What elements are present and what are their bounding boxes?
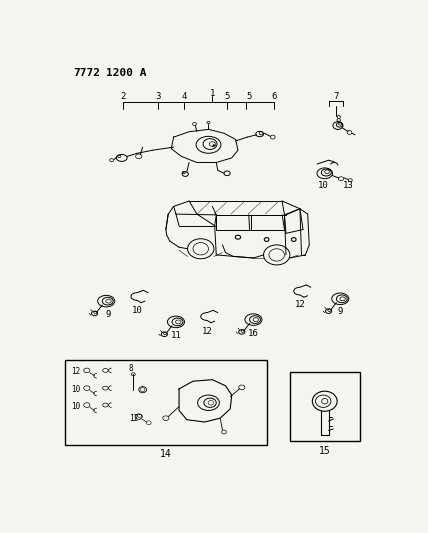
Text: 4: 4 [181,92,186,101]
Text: 5: 5 [224,92,230,101]
Text: 15: 15 [319,446,330,456]
Text: 13: 13 [343,181,354,190]
Text: 6: 6 [272,92,277,101]
Text: 14: 14 [160,449,172,459]
Text: 8: 8 [129,364,133,373]
Text: 2: 2 [121,92,126,101]
Bar [290,372,360,441]
Text: 5: 5 [246,92,252,101]
Text: 10: 10 [71,402,80,411]
Text: 9: 9 [105,310,110,319]
Text: 9: 9 [338,308,343,317]
Text: 12: 12 [294,301,305,310]
Text: 11: 11 [171,330,181,340]
Text: 12: 12 [202,327,212,336]
Text: 12: 12 [129,414,138,423]
Ellipse shape [213,144,215,147]
Text: 1: 1 [210,88,215,98]
Text: 3: 3 [155,92,161,101]
Text: 7772: 7772 [73,68,100,78]
Text: 10: 10 [71,385,80,394]
Bar [65,360,267,445]
Text: 7: 7 [333,92,338,101]
Text: 1200 A: 1200 A [106,68,147,78]
Text: 8: 8 [335,115,341,124]
Text: 12: 12 [71,367,80,376]
Text: 16: 16 [248,329,259,338]
Text: 10: 10 [318,181,329,190]
Text: 10: 10 [132,306,143,315]
